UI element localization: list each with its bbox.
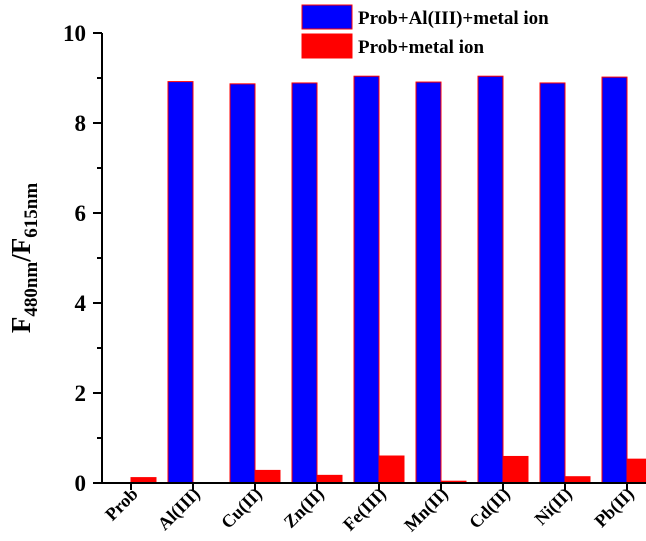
x-tick-label: Cd(II) bbox=[465, 484, 515, 534]
y-tick-label: 0 bbox=[75, 471, 87, 496]
y-tick-label: 4 bbox=[75, 291, 87, 316]
x-tick-label: Cu(II) bbox=[217, 484, 267, 534]
x-tick-label: Fe(III) bbox=[339, 484, 391, 536]
y-tick-label: 6 bbox=[75, 201, 87, 226]
legend: Prob+Al(III)+metal ion Prob+metal ion bbox=[301, 4, 549, 59]
y-tick-label: 10 bbox=[63, 21, 86, 46]
bar-with-al-cuii bbox=[229, 83, 256, 484]
bar-without-al-cuii bbox=[254, 469, 281, 484]
x-tick-label: Ni(II) bbox=[531, 484, 577, 530]
legend-label: Prob+metal ion bbox=[358, 37, 484, 58]
y-axis-title: F480nm/F615nm bbox=[6, 183, 42, 333]
bar-with-al-pbii bbox=[601, 76, 628, 484]
y-tick-label: 2 bbox=[75, 381, 87, 406]
bar-with-al-cdii bbox=[477, 75, 504, 484]
legend-label: Prob+Al(III)+metal ion bbox=[358, 8, 549, 29]
y-axis-title-sub-2: 615nm bbox=[21, 183, 42, 238]
y-ticks-group: 0 2 4 6 8 10 bbox=[63, 21, 102, 496]
y-tick-label: 8 bbox=[75, 111, 87, 136]
bar-without-al-feiii bbox=[378, 455, 405, 484]
x-tick-label: Mn(II) bbox=[400, 484, 452, 536]
bar-without-al-znii bbox=[316, 474, 343, 484]
y-axis-title-main-1: F bbox=[6, 317, 36, 334]
legend-swatch bbox=[301, 4, 353, 30]
bar-with-al-niii bbox=[539, 82, 566, 484]
bar-with-al-mnii bbox=[415, 81, 442, 484]
bar-with-al-feiii bbox=[353, 75, 380, 484]
bar-with-al-aliii bbox=[167, 81, 194, 484]
x-tick-label: Al(III) bbox=[154, 484, 205, 535]
x-ticks-group: Prob Al(III) Cu(II) Zn(II) Fe(III) Mn(II) Cd(I… bbox=[101, 483, 639, 536]
bars-group bbox=[130, 75, 646, 484]
bar-without-al-cdii bbox=[502, 455, 529, 484]
bar-without-al-pbii bbox=[626, 458, 646, 484]
x-tick-label: Zn(II) bbox=[280, 484, 329, 533]
legend-swatch bbox=[301, 33, 353, 59]
x-tick-label: Pb(II) bbox=[590, 484, 638, 532]
x-tick-label: Prob bbox=[101, 484, 142, 525]
y-axis-title-sub-1: 480nm bbox=[21, 262, 42, 317]
y-axis-title-main-2: /F bbox=[6, 238, 36, 263]
bar-with-al-znii bbox=[291, 82, 318, 484]
